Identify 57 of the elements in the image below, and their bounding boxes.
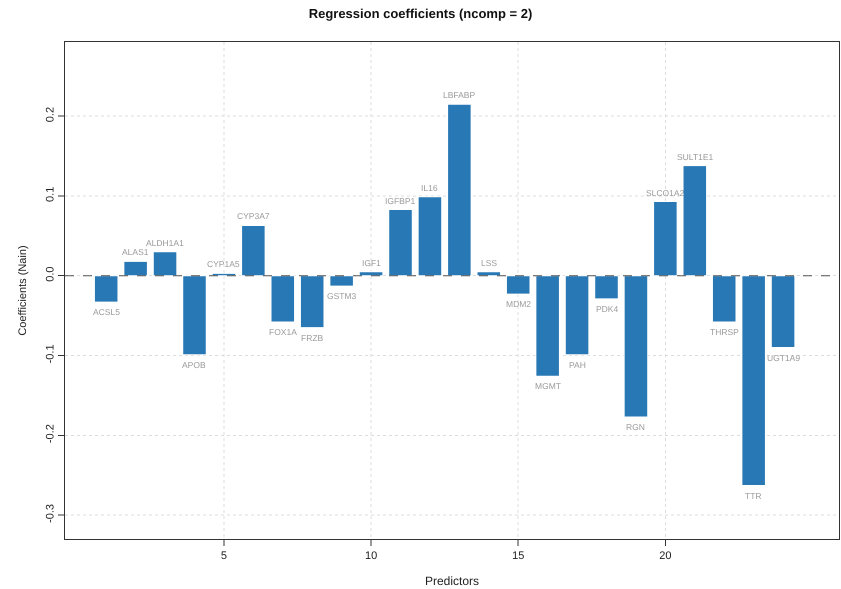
annotation: GSTM3 — [327, 291, 357, 301]
bar — [741, 275, 766, 486]
bar — [712, 275, 736, 323]
annotation: ALAS1 — [122, 247, 149, 257]
y-tick-label: -0.3 — [44, 504, 57, 523]
y-tick-label: -0.1 — [44, 344, 57, 364]
x-tick-label: 20 — [659, 550, 672, 562]
y-axis-title: Coefficients (Nain) — [17, 245, 30, 336]
y-tick-label: 0.1 — [44, 186, 57, 202]
bar — [447, 104, 472, 276]
annotation: PDK4 — [596, 304, 618, 314]
annotation: APOB — [182, 360, 206, 370]
annotation: LBFABP — [443, 90, 476, 100]
y-tick-label: 0.0 — [44, 266, 57, 282]
annotation: UGT1A9 — [767, 353, 800, 363]
x-tick-label: 5 — [220, 550, 227, 562]
bar — [418, 196, 442, 276]
bar — [388, 209, 413, 276]
bar — [535, 275, 560, 377]
annotation: IL16 — [421, 183, 438, 193]
annotation: RGN — [626, 422, 645, 432]
annotation: CYP3A7 — [237, 211, 270, 221]
x-tick-label: 10 — [364, 550, 378, 562]
bar — [624, 275, 648, 418]
bar — [182, 275, 207, 356]
bar — [682, 165, 708, 276]
chart-title: Regression coefficients (ncomp = 2) — [308, 6, 532, 21]
bar — [123, 260, 148, 276]
bar — [300, 275, 324, 328]
bar — [594, 275, 619, 300]
annotation: PAH — [569, 360, 586, 370]
bar — [506, 275, 530, 295]
annotation: FRZB — [301, 333, 324, 343]
bar — [564, 275, 590, 356]
bar — [270, 275, 296, 323]
annotation: CYP1A5 — [207, 259, 240, 269]
annotation: TTR — [745, 491, 762, 501]
annotation: MDM2 — [506, 299, 532, 309]
y-tick-label: -0.2 — [44, 424, 57, 444]
y-tick-label: 0.2 — [44, 106, 57, 122]
bar — [770, 275, 796, 348]
annotation: IGF1 — [362, 258, 382, 268]
bar — [329, 275, 354, 287]
bar — [653, 201, 678, 276]
bar — [94, 275, 118, 303]
annotation: LSS — [481, 258, 498, 268]
x-axis-title: Predictors — [424, 574, 480, 588]
bar — [241, 224, 266, 276]
annotation: IGFBP1 — [385, 196, 416, 206]
annotation: MGMT — [535, 381, 561, 391]
annotation: ACSL5 — [93, 307, 120, 317]
annotation: ALDH1A1 — [146, 238, 184, 248]
x-tick-label: 15 — [512, 550, 524, 562]
annotation: FOX1A — [269, 327, 298, 337]
bar — [152, 251, 178, 276]
annotation: THRSP — [710, 327, 740, 337]
annotation: SULT1E1 — [677, 152, 714, 162]
